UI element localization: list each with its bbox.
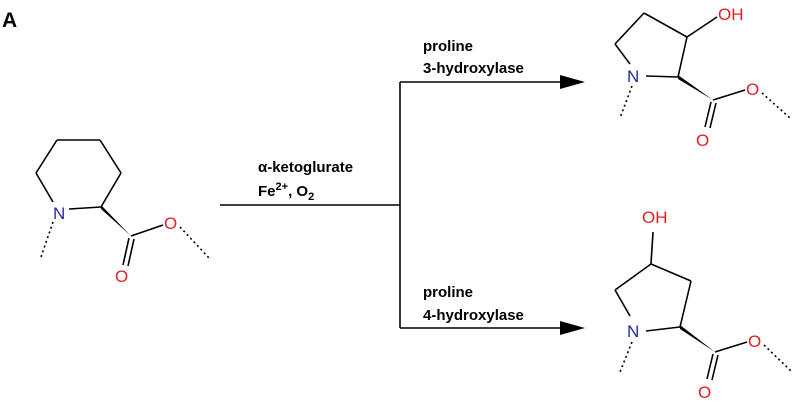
n-dashed-bond — [619, 85, 633, 119]
wedge-bond — [101, 205, 131, 236]
hydroxyl-label: OH — [718, 5, 744, 24]
ring-bond — [35, 172, 54, 203]
nitrogen-atom: N — [627, 322, 639, 341]
carbonyl-bond — [127, 238, 135, 267]
ring-bond — [100, 172, 122, 208]
carbonyl-bond — [706, 353, 714, 380]
n-dashed-bond — [619, 341, 633, 373]
carbonyl-bond — [122, 237, 130, 266]
ring-bond — [35, 139, 58, 174]
product-3-hydroxyproline — [614, 12, 791, 129]
ring-bond — [645, 326, 681, 332]
oxygen-atom: O — [748, 332, 761, 351]
reactant-proline — [35, 139, 211, 267]
oxygen-atom: O — [698, 383, 711, 402]
panel-label: A — [2, 9, 17, 32]
ring-bond — [679, 280, 692, 328]
ring-bond — [677, 36, 688, 78]
ring-bond — [643, 12, 688, 38]
ring-bond — [614, 43, 631, 65]
top-arrowhead — [560, 75, 585, 89]
o-dashed-bond — [179, 226, 211, 260]
ring-bond — [614, 12, 645, 45]
n-dashed-bond — [40, 221, 54, 258]
wedge-bond — [680, 325, 715, 352]
hydroxyl-bond — [650, 231, 654, 265]
carbonyl-bond — [709, 102, 717, 129]
enzyme-bottom-line1: proline — [423, 284, 473, 301]
carbonyl-bond — [704, 101, 712, 128]
nitrogen-atom: N — [53, 204, 65, 223]
ring-bond — [645, 75, 679, 78]
ring-bond — [650, 263, 692, 282]
product-4-hydroxyproline — [614, 231, 793, 381]
ring-bond — [614, 263, 652, 291]
ring-bond — [68, 206, 102, 210]
oxygen-atom: O — [115, 267, 128, 286]
ring-bond — [614, 289, 631, 317]
hydroxyl-label: OH — [642, 208, 668, 227]
ester-bond — [712, 89, 746, 101]
cofactor-label-line2: Fe2+, O2 — [258, 181, 314, 203]
oxygen-atom: O — [696, 131, 709, 150]
hydroxyl-bond — [686, 16, 718, 38]
o-dashed-bond — [761, 92, 791, 119]
oxygen-atom: O — [164, 214, 177, 233]
enzyme-bottom-line2: 4-hydroxylase — [423, 307, 524, 324]
bottom-arrowhead — [560, 321, 585, 335]
oxygen-atom: O — [746, 80, 759, 99]
ester-bond — [130, 224, 164, 237]
wedge-bond — [678, 75, 713, 100]
enzyme-top-line1: proline — [423, 38, 473, 55]
nitrogen-atom: N — [627, 67, 639, 86]
ester-bond — [714, 341, 748, 353]
reaction-branch-lines — [220, 81, 563, 329]
enzyme-top-line2: 3-hydroxylase — [423, 60, 524, 77]
o-dashed-bond — [763, 344, 793, 373]
cofactor-label-line1: α-ketoglurate — [258, 159, 353, 176]
carbonyl-bond — [711, 354, 719, 381]
ring-bond — [99, 139, 122, 174]
